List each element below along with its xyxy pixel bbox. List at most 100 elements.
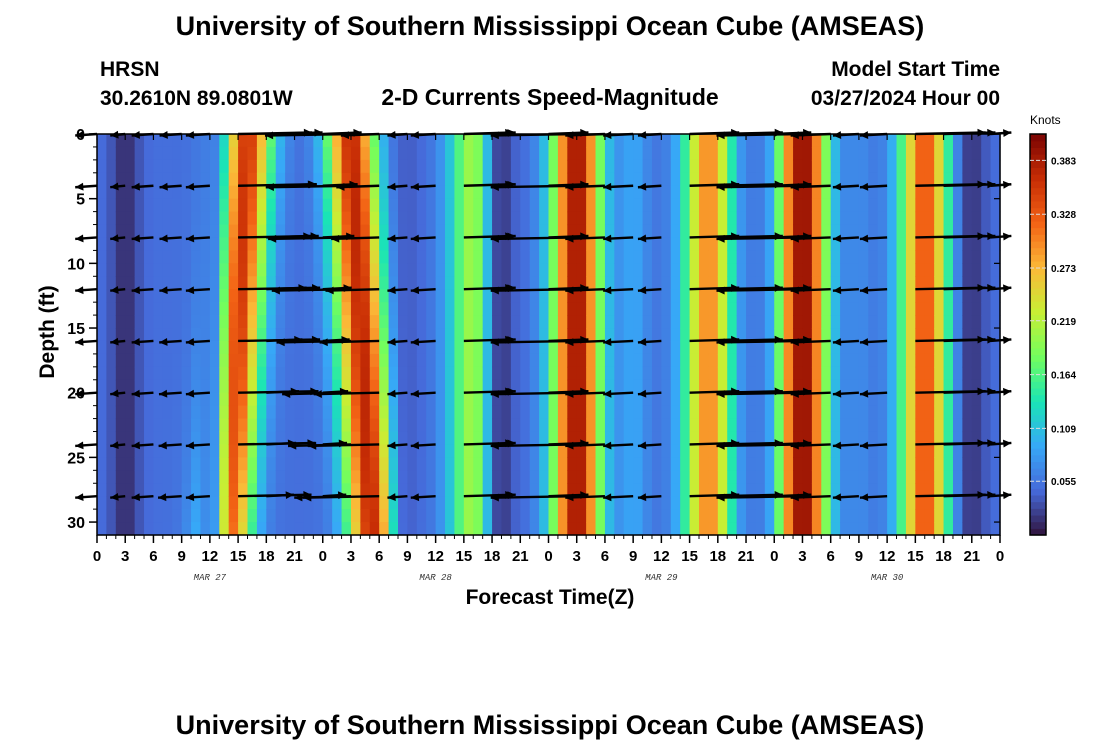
heatmap-cell <box>322 315 333 329</box>
heatmap-cell <box>416 211 427 226</box>
heatmap-cell <box>388 198 399 213</box>
heatmap-cell <box>153 328 164 342</box>
heatmap-cell <box>482 483 493 497</box>
heatmap-cell <box>736 340 747 355</box>
heatmap-cell <box>529 302 540 316</box>
heatmap-cell <box>614 211 625 226</box>
heatmap-cell <box>529 405 540 420</box>
heatmap-cell <box>181 159 192 174</box>
heatmap-cell <box>379 418 390 433</box>
heatmap-cell <box>764 211 775 226</box>
heatmap-cell <box>228 276 239 290</box>
heatmap-cell <box>736 405 747 420</box>
heatmap-cell <box>162 470 173 484</box>
heatmap-cell <box>604 353 615 368</box>
heatmap-cell <box>952 496 963 510</box>
heatmap-cell <box>774 159 785 174</box>
heatmap-cell <box>482 379 493 394</box>
heatmap-cell <box>256 198 267 213</box>
vector-arrow <box>717 441 783 446</box>
heatmap-cell <box>510 509 521 523</box>
heatmap-cell <box>294 431 305 446</box>
heatmap-cell <box>981 418 992 433</box>
heatmap-cell <box>830 418 841 433</box>
heatmap-cell <box>520 250 531 264</box>
colorbar-swatch <box>1030 167 1046 175</box>
heatmap-cell <box>717 496 728 510</box>
heatmap-cell <box>887 340 898 355</box>
heatmap-cell <box>990 146 1001 161</box>
heatmap-cell <box>398 185 409 200</box>
heatmap-cell <box>905 172 916 187</box>
heatmap-cell <box>868 134 879 148</box>
heatmap-cell <box>887 328 898 342</box>
heatmap-cell <box>943 457 954 471</box>
heatmap-cell <box>106 340 117 355</box>
heatmap-cell <box>821 457 832 471</box>
heatmap-cell <box>426 340 437 355</box>
heatmap-cell <box>548 263 559 277</box>
heatmap-cell <box>567 405 578 420</box>
heatmap-cell <box>830 237 841 252</box>
heatmap-cell <box>670 159 681 174</box>
vector-arrow <box>717 286 783 291</box>
heatmap-cell <box>275 431 286 446</box>
heatmap-cell <box>529 315 540 329</box>
heatmap-cell <box>858 328 869 342</box>
heatmap-cell <box>266 276 277 290</box>
heatmap-cell <box>482 470 493 484</box>
heatmap-cell <box>181 457 192 471</box>
heatmap-cell <box>228 470 239 484</box>
colorbar-unit: Knots <box>1030 113 1061 127</box>
heatmap-cell <box>717 250 728 264</box>
heatmap-cell <box>520 496 531 510</box>
heatmap-cell <box>858 418 869 433</box>
heatmap-cell <box>915 276 926 290</box>
heatmap-cell <box>266 431 277 446</box>
vector-arrow-head <box>75 131 84 139</box>
heatmap-cell <box>934 146 945 161</box>
vector-arrow-head <box>859 182 869 191</box>
heatmap-cell <box>642 250 653 264</box>
heatmap-cell <box>877 211 888 226</box>
heatmap-cell <box>971 172 982 187</box>
heatmap-cell <box>595 444 606 458</box>
heatmap-cell <box>473 211 484 226</box>
heatmap-cell <box>614 198 625 213</box>
heatmap-cell <box>322 457 333 471</box>
heatmap-cell <box>228 366 239 381</box>
heatmap-cell <box>746 470 757 484</box>
heatmap-cell <box>407 340 418 355</box>
heatmap-cell <box>557 224 568 239</box>
heatmap-cell <box>144 134 155 148</box>
heatmap-cell <box>783 379 794 394</box>
heatmap-cell <box>896 509 907 523</box>
heatmap-cell <box>510 211 521 226</box>
heatmap-cell <box>877 185 888 200</box>
heatmap-cell <box>717 444 728 458</box>
heatmap-cell <box>172 444 183 458</box>
heatmap-cell <box>492 392 503 407</box>
heatmap-cell <box>877 431 888 446</box>
heatmap-cell <box>821 250 832 264</box>
heatmap-cell <box>915 172 926 187</box>
heatmap-cell <box>651 224 662 239</box>
heatmap-cell <box>661 405 672 420</box>
heatmap-cell <box>332 172 343 187</box>
heatmap-cell <box>303 276 314 290</box>
heatmap-cell <box>868 250 879 264</box>
heatmap-cell <box>256 315 267 329</box>
heatmap-cell <box>539 457 550 471</box>
heatmap-cell <box>576 224 587 239</box>
heatmap-cell <box>924 483 935 497</box>
heatmap-cell <box>736 509 747 523</box>
heatmap-cell <box>219 185 230 200</box>
heatmap-cell <box>238 496 249 510</box>
heatmap-cell <box>134 159 145 174</box>
heatmap-cell <box>97 496 108 510</box>
heatmap-cell <box>350 470 361 484</box>
vector-arrow-head <box>410 441 420 450</box>
heatmap-cell <box>153 263 164 277</box>
heatmap-cell <box>633 457 644 471</box>
heatmap-cell <box>868 431 879 446</box>
